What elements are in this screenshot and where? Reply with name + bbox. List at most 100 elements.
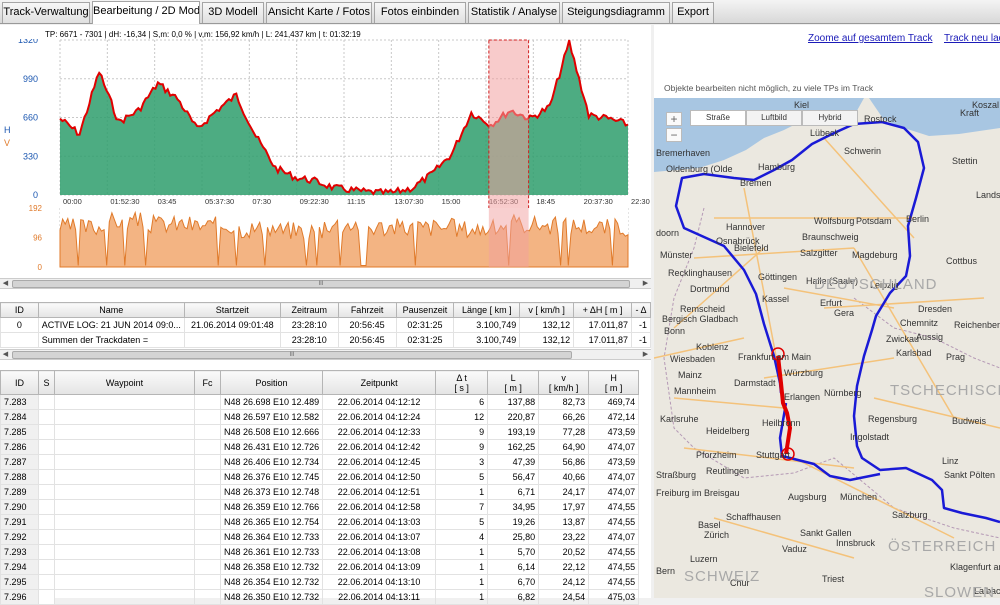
table-row[interactable]: Summen der Trackdaten = 23:28:10 20:56:45 0… [0,332,652,348]
table-row[interactable]: 7.289 N48 26.373 E10 12.748 22.06.2014 04:… [0,484,640,500]
y-tick-label: 990 [23,74,38,84]
tab-statistik[interactable]: Statistik / Analyse [468,2,560,23]
table-cell: 9 [435,439,489,455]
track-col-header[interactable]: ID [0,302,39,318]
waypoint-col-header[interactable]: S [38,370,55,395]
waypoint-col-header[interactable]: Δ t [ s ] [435,370,489,395]
track-col-header[interactable]: Zeitraum [279,302,339,318]
track-col-header[interactable]: v [ km/h ] [519,302,575,318]
table-row[interactable]: 0 ACTIVE LOG: 21 JUN 2014 09:0... 21.06.20… [0,317,652,333]
tab-track-verwaltung[interactable]: Track-Verwaltung [2,2,90,23]
tab-export[interactable]: Export [672,2,714,23]
elevation-speed-chart[interactable]: 1320 990 660 330 0 HV 00:00 01:52:30 03:45 05:37:… [0,39,651,275]
table-cell: 19,26 [487,514,540,530]
table-cell: 4 [435,529,489,545]
table-cell: 7.293 [0,544,39,560]
scroll-thumb[interactable]: III [12,280,630,288]
table-cell: 132,12 [519,317,575,333]
zoom-in-icon[interactable]: + [666,112,682,126]
table-row[interactable]: 7.296 N48 26.350 E10 12.732 22.06.2014 04:… [0,589,640,605]
route-line[interactable] [674,120,1000,524]
map-city-label: Bern [656,566,676,576]
map-type-hybrid[interactable]: Hybrid [802,110,858,126]
table-cell: 5 [435,514,489,530]
map-type-strasse[interactable]: Straße [690,110,746,126]
table-cell [54,589,195,605]
table-cell: 7.290 [0,499,39,515]
selection-band [488,208,529,267]
map-city-label: Erfurt [820,298,843,308]
waypoint-col-header[interactable]: Zeitpunkt [322,370,437,395]
x-tick-label: 01:52:30 [110,197,139,206]
table-cell: 34,95 [487,499,540,515]
map-city-label: Koblenz [696,342,729,352]
table-cell: 22.06.2014 04:12:45 [322,454,437,470]
scroll-left-arrow-icon[interactable]: ◀ [2,351,9,358]
track-table-header: ID Name Startzeit Zeitraum Fahrzeit Pausenzei… [0,302,652,318]
x-tick-label: 18:45 [536,197,555,206]
scroll-thumb[interactable]: III [12,351,572,359]
table-row[interactable]: 7.287 N48 26.406 E10 12.734 22.06.2014 04:… [0,454,640,470]
route-map[interactable]: Straße Luftbild Hybrid + − Kiel Rostock Ko… [654,98,1000,598]
table-row[interactable]: 7.294 N48 26.358 E10 12.732 22.06.2014 04:… [0,559,640,575]
reload-track-link[interactable]: Track neu lade [944,33,1000,44]
table-row[interactable]: 7.285 N48 26.508 E10 12.666 22.06.2014 04:… [0,424,640,440]
map-type-luftbild[interactable]: Luftbild [746,110,802,126]
track-col-header[interactable]: Name [37,302,185,318]
track-col-header[interactable]: + ΔH [ m ] [573,302,632,318]
tab-bearbeitung-2d[interactable]: Bearbeitung / 2D Modell [92,1,200,24]
waypoint-col-header[interactable]: v [ km/h ] [538,370,590,395]
table-row[interactable]: 7.290 N48 26.359 E10 12.766 22.06.2014 04:… [0,499,640,515]
scroll-left-arrow-icon[interactable]: ◀ [2,280,9,287]
map-city-label: Klagenfurt am Wörthersee [950,562,1000,572]
waypoint-col-header[interactable]: Position [219,370,324,395]
map-country-label: ÖSTERREICH [888,538,997,555]
track-col-header[interactable]: - Δ [630,302,652,318]
route-marker-start[interactable] [771,347,785,361]
table-row[interactable]: 7.292 N48 26.364 E10 12.733 22.06.2014 04:… [0,529,640,545]
track-col-header[interactable]: Länge [ km ] [453,302,521,318]
table-cell [54,529,195,545]
map-city-label: Cottbus [946,256,978,266]
table-row[interactable]: 7.291 N48 26.365 E10 12.754 22.06.2014 04:… [0,514,640,530]
table-cell: 6,82 [487,589,540,605]
table-row[interactable]: 7.295 N48 26.354 E10 12.732 22.06.2014 04:… [0,574,640,590]
waypoint-col-header[interactable]: ID [0,370,39,395]
waypoint-col-header[interactable]: Fc [194,370,221,395]
table-row[interactable]: 7.283 N48 26.698 E10 12.489 22.06.2014 04:… [0,394,640,410]
table-row[interactable]: 7.288 N48 26.376 E10 12.745 22.06.2014 04:… [0,469,640,485]
route-highlight[interactable] [776,355,793,455]
table-cell [194,409,221,425]
table-row[interactable]: 7.293 N48 26.361 E10 12.733 22.06.2014 04:… [0,544,640,560]
table-cell: N48 26.358 E10 12.732 [219,559,324,575]
zoom-track-link[interactable]: Zoome auf gesamtem Track [808,33,933,44]
table-cell: 474,07 [588,529,640,545]
track-table-h-scrollbar[interactable]: ◀ III ▶ [0,349,651,360]
speed-area [59,210,629,268]
y-tick-label: 0 [33,190,38,200]
route-marker-end[interactable] [781,447,795,461]
map-city-label: Magdeburg [852,250,898,260]
zoom-out-icon[interactable]: − [666,128,682,142]
waypoint-col-header[interactable]: Waypoint [54,370,195,395]
track-col-header[interactable]: Startzeit [183,302,281,318]
track-col-header[interactable]: Pausenzeit [395,302,455,318]
chart-h-scrollbar[interactable]: ◀ III ▶ [0,278,651,289]
table-cell: 7.288 [0,469,39,485]
waypoint-col-header[interactable]: H [ m ] [588,370,640,395]
scroll-right-arrow-icon[interactable]: ▶ [642,280,649,287]
waypoint-col-header[interactable]: L [ m ] [487,370,540,395]
tab-steigungsdiagramm[interactable]: Steigungsdiagramm [562,2,670,23]
track-col-header[interactable]: Fahrzeit [337,302,397,318]
table-row[interactable]: 7.284 N48 26.597 E10 12.582 22.06.2014 04:… [0,409,640,425]
v-tick-label: 192 [29,204,43,213]
scroll-right-arrow-icon[interactable]: ▶ [642,351,649,358]
tab-fotos-einbinden[interactable]: Fotos einbinden [374,2,466,23]
table-cell: 82,73 [538,394,590,410]
map-city-label: Basel [698,520,721,530]
tab-3d-modell[interactable]: 3D Modell [202,2,264,23]
tab-ansicht-karte[interactable]: Ansicht Karte / Fotos [266,2,372,23]
table-row[interactable]: 7.286 N48 26.431 E10 12.726 22.06.2014 04:… [0,439,640,455]
table-cell: 22.06.2014 04:12:50 [322,469,437,485]
table-cell [194,589,221,605]
